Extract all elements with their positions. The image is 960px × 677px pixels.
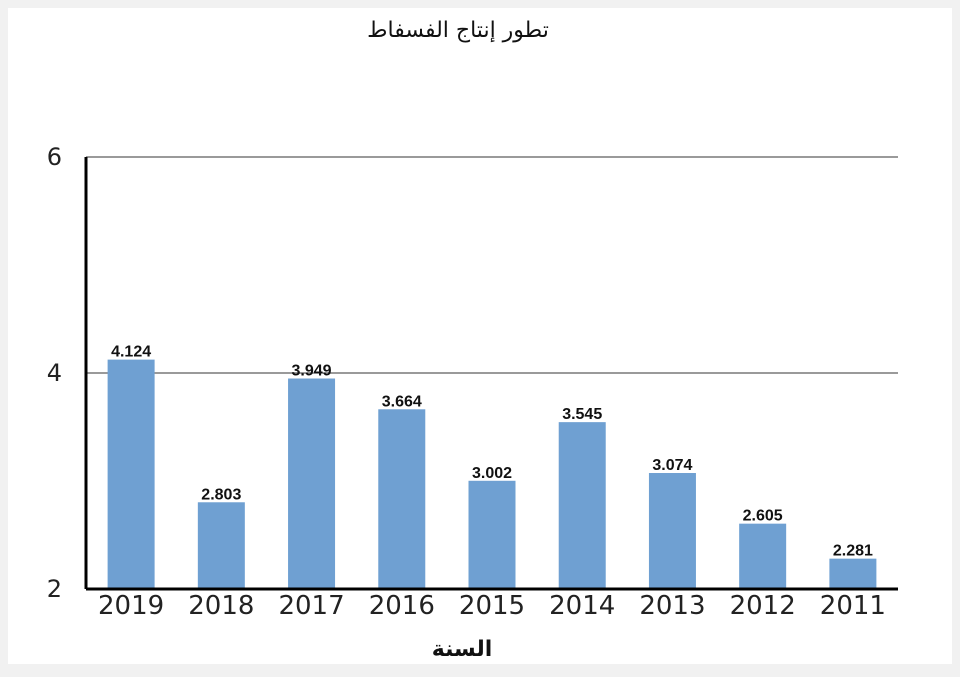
x-tick-label: 2012: [730, 591, 796, 621]
bars: [107, 359, 877, 589]
chart-title: تطور إنتاج الفسفاط: [367, 18, 549, 43]
y-tick-label: 6: [47, 143, 62, 171]
bar-2016: [378, 409, 426, 589]
data-label: 3.949: [292, 363, 332, 380]
x-tick-label: 2011: [820, 591, 886, 621]
data-label: 3.002: [472, 465, 512, 482]
bar-2011: [829, 558, 877, 589]
bar-2013: [648, 473, 696, 589]
data-label: 4.124: [111, 344, 151, 361]
bar-2012: [739, 523, 787, 589]
x-axis-label: السنة: [432, 637, 493, 662]
x-tick-label: 2015: [459, 591, 525, 621]
bar-2017: [288, 378, 336, 589]
x-tick-label: 2019: [98, 591, 164, 621]
data-label: 2.281: [833, 543, 873, 560]
y-axis-ticks: 2 4 6: [47, 143, 62, 603]
x-tick-label: 2018: [188, 591, 254, 621]
data-labels: 4.124 2.803 3.949 3.664 3.002 3.545 3.074 2.605…: [111, 344, 873, 560]
x-tick-label: 2013: [639, 591, 705, 621]
x-axis-ticks: 2019 2018 2017 2016 2015 2014 2013 2012 2011: [98, 591, 886, 621]
data-label: 2.803: [201, 486, 241, 503]
bar-2015: [468, 480, 516, 589]
bar-2014: [558, 422, 606, 589]
y-tick-label: 2: [47, 575, 62, 603]
x-tick-label: 2017: [278, 591, 344, 621]
data-label: 3.664: [382, 393, 422, 410]
x-tick-label: 2014: [549, 591, 615, 621]
y-tick-label: 4: [47, 359, 62, 387]
data-label: 2.605: [743, 508, 783, 525]
data-label: 3.545: [562, 406, 602, 423]
bar-2018: [197, 502, 245, 589]
x-tick-label: 2016: [369, 591, 435, 621]
bar-2019: [107, 359, 155, 589]
gridlines: [86, 156, 898, 374]
data-label: 3.074: [652, 457, 692, 474]
